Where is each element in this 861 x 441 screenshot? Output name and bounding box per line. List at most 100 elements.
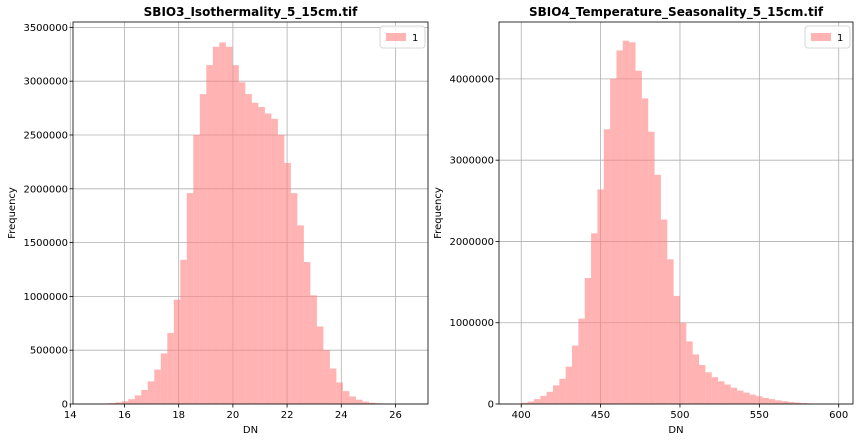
x-tick-label: 22 xyxy=(281,410,294,421)
histogram-bar xyxy=(167,332,174,404)
histogram-bar xyxy=(749,394,757,404)
histogram-bar xyxy=(787,401,795,404)
histogram-bar xyxy=(584,278,592,404)
y-tick-label: 1000000 xyxy=(449,318,494,329)
y-tick-label: 2000000 xyxy=(23,184,68,195)
x-tick-label: 550 xyxy=(750,410,769,421)
histogram-bar xyxy=(147,381,155,404)
histogram-bar xyxy=(323,350,330,404)
histogram-bar xyxy=(134,395,142,404)
y-tick-label: 4000000 xyxy=(449,74,494,85)
x-tick-label: 400 xyxy=(512,410,531,421)
histogram-bar xyxy=(277,134,285,405)
histogram-bar xyxy=(232,65,239,405)
histogram-bar xyxy=(180,259,187,404)
histogram-bar xyxy=(610,78,617,404)
legend-swatch xyxy=(386,33,406,41)
y-tick-label: 1000000 xyxy=(23,292,68,303)
histogram-bar xyxy=(699,364,706,404)
y-tick-label: 2500000 xyxy=(23,130,68,141)
histogram-bar xyxy=(316,326,324,404)
histogram-bar xyxy=(121,401,129,404)
histogram-bar xyxy=(186,193,194,404)
histogram-bar xyxy=(591,233,598,404)
histogram-bar xyxy=(775,400,782,404)
histogram-bar xyxy=(597,189,604,404)
chart-title: SBIO3_Isothermality_5_15cm.tif xyxy=(144,5,358,20)
histogram-bar xyxy=(794,402,801,404)
axes-frame xyxy=(498,21,854,405)
histogram-bar xyxy=(565,366,573,404)
histogram-bar xyxy=(154,369,161,404)
histogram-bar xyxy=(193,134,200,405)
histogram-bar xyxy=(730,387,738,404)
histogram-bar xyxy=(303,261,311,404)
histogram-bar xyxy=(743,392,750,404)
histogram-bar xyxy=(206,65,213,405)
histogram-bar xyxy=(737,390,744,404)
legend-label: 1 xyxy=(837,33,843,44)
histogram-temperature-seasonality: 400 450 500 550 600 0 1000000 2000000 3000000 400… xyxy=(433,5,854,436)
x-axis-label: DN xyxy=(243,425,258,436)
histogram-bar xyxy=(572,345,579,404)
histogram-bar xyxy=(336,382,343,404)
y-tick-label: 3000000 xyxy=(449,156,494,167)
histogram-bar xyxy=(108,403,116,404)
y-tick-label: 500000 xyxy=(30,346,68,357)
histogram-bar xyxy=(660,219,668,404)
x-axis-label: DN xyxy=(668,425,683,436)
histogram-bar xyxy=(679,322,687,404)
histogram-bar xyxy=(368,402,376,404)
histogram-bar xyxy=(297,225,304,404)
histogram-bar xyxy=(673,295,680,404)
histogram-bar xyxy=(342,391,350,404)
histogram-bar xyxy=(349,396,356,404)
histogram-bar xyxy=(629,42,636,404)
histogram-bar xyxy=(115,402,122,404)
histogram-bar xyxy=(559,378,566,404)
y-axis-label: Frequency xyxy=(433,187,444,239)
histogram-bar xyxy=(225,46,233,404)
histogram-bar xyxy=(258,107,265,404)
histogram-bar xyxy=(768,399,776,404)
histogram-bar xyxy=(756,396,763,404)
histogram-bar xyxy=(271,118,278,405)
histogram-bar xyxy=(616,50,623,404)
histogram-bar xyxy=(552,385,560,404)
histogram-bar xyxy=(199,94,207,405)
x-tick-label: 500 xyxy=(670,410,689,421)
x-tick-label: 20 xyxy=(227,410,240,421)
x-tick-label: 600 xyxy=(829,410,848,421)
histogram-bar xyxy=(219,42,226,405)
histogram-bar xyxy=(762,397,769,404)
histogram-bar xyxy=(355,399,363,404)
histogram-bar xyxy=(718,381,725,404)
histogram-bar xyxy=(527,401,534,404)
y-axis-label: Frequency xyxy=(7,187,18,239)
histogram-bar xyxy=(173,299,181,404)
histogram-bar xyxy=(603,129,611,405)
histogram-bar xyxy=(692,354,700,404)
histogram-bar xyxy=(141,390,148,404)
histogram-bar xyxy=(800,403,807,404)
axes-frame xyxy=(72,21,429,405)
histogram-bar xyxy=(251,102,259,404)
x-tick-label: 14 xyxy=(64,410,77,421)
histogram-bar xyxy=(329,368,337,404)
legend: 1 xyxy=(379,25,426,49)
histogram-bar xyxy=(705,372,712,404)
x-tick-label: 16 xyxy=(118,410,131,421)
histogram-bar xyxy=(264,113,272,405)
histogram-bar xyxy=(654,174,661,404)
histogram-bar xyxy=(362,401,369,404)
legend-swatch xyxy=(811,33,831,41)
histogram-bar xyxy=(290,193,298,404)
histogram-bar xyxy=(160,353,168,404)
y-tick-label: 3000000 xyxy=(23,77,68,88)
histogram-bar xyxy=(686,341,693,404)
histogram-bar xyxy=(641,98,649,405)
chart-title: SBIO4_Temperature_Seasonality_5_15cm.tif xyxy=(529,5,824,20)
histogram-bar xyxy=(245,94,252,405)
histogram-isothermality: 14 16 18 20 22 24 26 0 500000 1000000 1500000 20000… xyxy=(7,5,429,436)
